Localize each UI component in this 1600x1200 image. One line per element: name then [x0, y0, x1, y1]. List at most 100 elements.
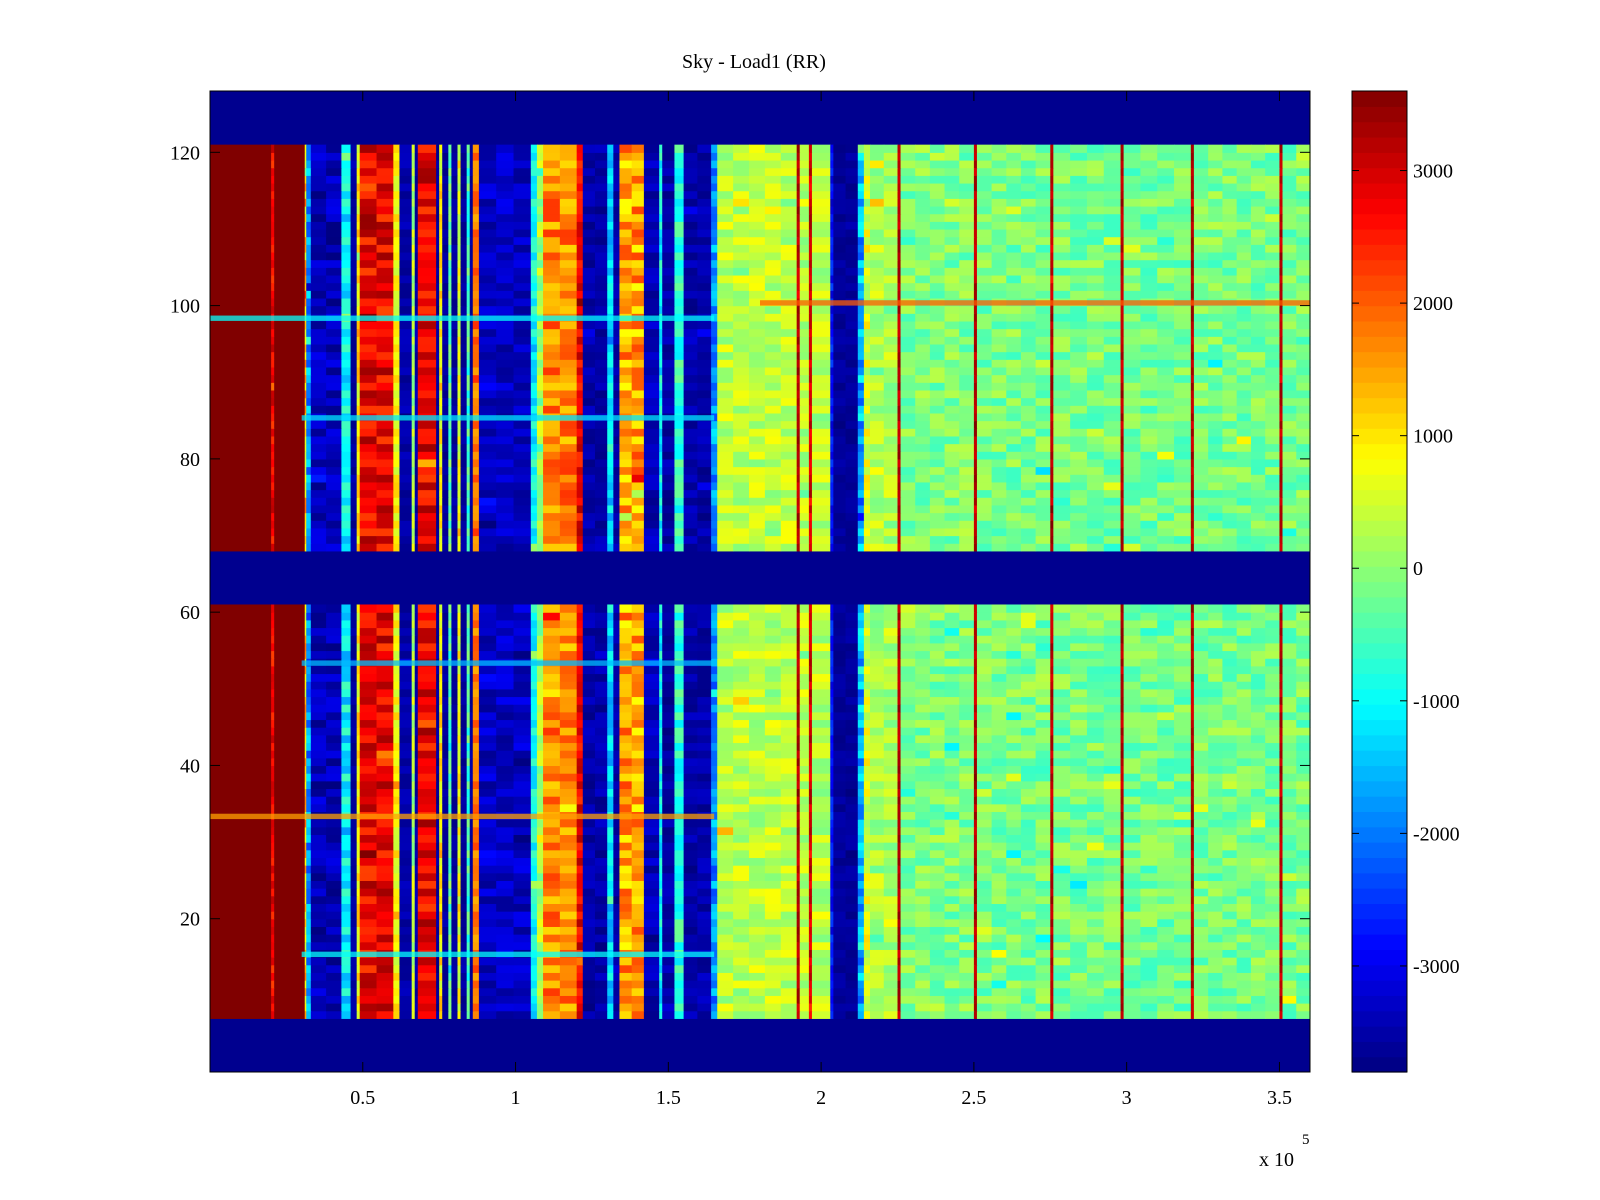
heatmap-cell [536, 742, 544, 751]
heatmap-cell [643, 665, 660, 675]
heatmap-cell [448, 773, 452, 782]
heatmap-cell [697, 819, 712, 828]
heatmap-cell [662, 941, 676, 950]
heatmap-cell [559, 757, 578, 767]
heatmap-cell [1086, 757, 1105, 767]
heatmap-cell [607, 872, 614, 881]
heatmap-cell [613, 926, 621, 935]
heatmap-cell [478, 918, 497, 927]
heatmap-cell [607, 765, 614, 774]
heatmap-cell [472, 888, 480, 897]
heatmap-cell [436, 673, 440, 682]
heatmap-cell [674, 987, 685, 996]
heatmap-cell [1035, 895, 1051, 904]
heatmap-cell [350, 742, 358, 751]
heatmap-cell [582, 941, 596, 950]
heatmap-cell [436, 826, 440, 836]
heatmap-cell [659, 980, 663, 989]
heatmap-cell [225, 803, 242, 813]
heatmap-cell [717, 972, 734, 981]
heatmap-cell [1250, 1010, 1266, 1019]
heatmap-cell [830, 826, 834, 836]
heatmap-cell [619, 765, 633, 774]
heatmap-cell [929, 803, 946, 813]
heatmap-cell [1053, 704, 1071, 713]
heatmap-cell [607, 757, 614, 767]
heatmap-cell [1279, 819, 1284, 828]
heatmap-cell [530, 865, 538, 874]
heatmap-cell [1265, 987, 1281, 996]
heatmap-cell [857, 742, 865, 751]
heatmap-cell [808, 796, 813, 805]
heatmap-cell [472, 650, 480, 659]
heatmap-cell [711, 834, 718, 843]
heatmap-cell [451, 918, 459, 927]
heatmap-cell [613, 803, 621, 813]
heatmap-cell [733, 949, 750, 958]
heatmap-cell [1035, 704, 1051, 713]
heatmap-cell [1103, 811, 1122, 820]
heatmap-cell [1020, 780, 1037, 790]
heatmap-cell [460, 681, 468, 690]
heatmap-cell [631, 796, 645, 805]
heatmap-cell [310, 788, 327, 797]
heatmap-cell [944, 635, 960, 644]
heatmap-cell [1140, 865, 1158, 874]
heatmap-cell [811, 903, 831, 912]
heatmap-cell [289, 872, 306, 881]
heatmap-cell [1236, 865, 1252, 874]
heatmap-cell [472, 987, 480, 996]
heatmap-cell [643, 888, 660, 897]
heatmap-cell [1020, 665, 1037, 675]
heatmap-cell [662, 834, 676, 843]
heatmap-cell [306, 819, 312, 828]
heatmap-cell [1020, 811, 1037, 820]
heatmap-cell [271, 750, 275, 759]
heatmap-cell [863, 780, 871, 790]
heatmap-cell [326, 673, 342, 682]
heatmap-cell [350, 719, 358, 728]
heatmap-cell [900, 650, 916, 659]
heatmap-cell [210, 773, 226, 782]
heatmap-cell [559, 796, 578, 805]
heatmap-cell [559, 888, 578, 897]
heatmap-cell [1190, 918, 1195, 927]
heatmap-cell [513, 857, 532, 866]
heatmap-cell [448, 865, 452, 874]
heatmap-cell [1035, 635, 1051, 644]
heatmap-cell [1236, 665, 1252, 675]
heatmap-cell [460, 650, 468, 659]
heatmap-cell [326, 995, 342, 1004]
heatmap-cell [1103, 681, 1122, 690]
heatmap-cell [833, 673, 847, 682]
heatmap-cell [897, 711, 902, 721]
heatmap-cell [1190, 811, 1195, 820]
heatmap-cell [559, 880, 578, 889]
heatmap-cell [1020, 842, 1037, 851]
heatmap-cell [662, 1003, 676, 1012]
heatmap-cell [559, 819, 578, 828]
heatmap-cell [662, 635, 676, 644]
heatmap-cell [341, 926, 352, 935]
heatmap-cell [576, 972, 584, 981]
heatmap-cell [631, 926, 645, 935]
heatmap-cell [1157, 650, 1175, 659]
heatmap-cell [1053, 673, 1071, 682]
heatmap-cell [683, 750, 698, 759]
heatmap-cell [225, 903, 242, 912]
heatmap-cell [1103, 849, 1122, 858]
heatmap-cell [513, 788, 532, 797]
heatmap-cell [436, 957, 440, 966]
heatmap-cell [513, 796, 532, 805]
heatmap-cell [304, 849, 307, 858]
heatmap-cell [900, 765, 916, 774]
heatmap-cell [576, 934, 584, 943]
heatmap-cell [613, 704, 621, 713]
heatmap-cell [749, 780, 766, 790]
heatmap-cell [582, 819, 596, 828]
heatmap-cell [341, 857, 352, 866]
heatmap-cell [414, 788, 419, 797]
heatmap-cell [326, 834, 342, 843]
heatmap-cell [717, 1010, 734, 1019]
heatmap-cell [1222, 888, 1238, 897]
